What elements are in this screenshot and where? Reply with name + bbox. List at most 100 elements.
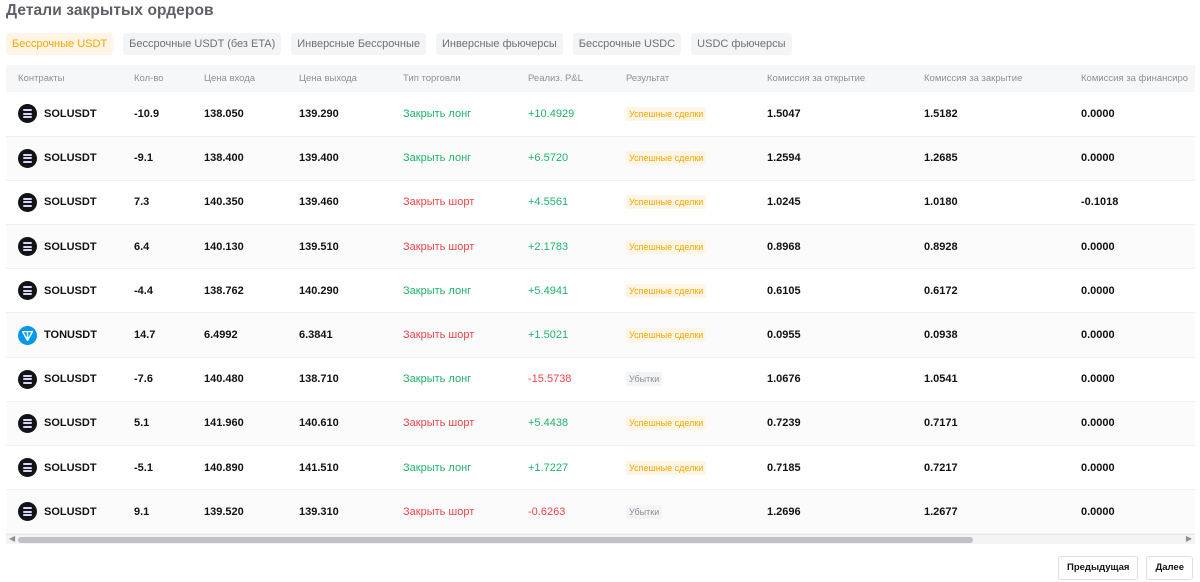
result-badge: Успешные сделки: [626, 283, 707, 298]
trade-type-label: Закрыть лонг: [403, 284, 472, 297]
trade-type-label: Закрыть лонг: [403, 152, 472, 165]
contract-cell: SOLUSDT: [6, 92, 134, 136]
table-row: SOLUSDT 9.1 139.520 139.310 Закрыть шорт -0.6…: [6, 489, 1195, 534]
entry-price-cell: 140.350: [204, 196, 244, 209]
funding-fee-cell: 0.0000: [1081, 505, 1115, 518]
qty-cell: -7.6: [134, 373, 153, 386]
qty-cell: 5.1: [134, 417, 150, 430]
entry-price-cell: 138.050: [204, 107, 244, 120]
close-fee-cell: 1.2677: [924, 505, 958, 518]
tab-usdt-perpetual[interactable]: Бессрочные USDT: [6, 33, 114, 55]
solana-coin-icon: [18, 458, 37, 478]
solana-coin-icon: [18, 192, 37, 212]
contract-symbol[interactable]: SOLUSDT: [44, 240, 97, 253]
close-fee-cell: 0.6172: [924, 284, 958, 297]
trade-type-label: Закрыть лонг: [403, 107, 472, 120]
entry-price-cell: 139.520: [204, 505, 244, 518]
exit-price-cell: 140.290: [299, 284, 339, 297]
result-badge: Успешные сделки: [626, 106, 707, 121]
closed-orders-table-container: Контракты Кол-во Цена входа Цена выхода …: [6, 65, 1195, 534]
table-row: SOLUSDT -9.1 138.400 139.400 Закрыть лонг +6.…: [6, 136, 1195, 181]
table-header-row: Контракты Кол-во Цена входа Цена выхода …: [6, 65, 1195, 92]
trade-type-label: Закрыть лонг: [403, 373, 472, 386]
realized-pnl-cell: -0.6263: [528, 505, 566, 518]
qty-cell: -5.1: [134, 461, 153, 474]
scroll-left-arrow-icon[interactable]: ◀: [9, 534, 16, 543]
exit-price-cell: 139.400: [299, 152, 339, 165]
result-badge: Успешные сделки: [626, 460, 707, 475]
scrollbar-thumb[interactable]: [18, 537, 973, 543]
contract-symbol[interactable]: SOLUSDT: [44, 107, 97, 120]
contract-symbol[interactable]: SOLUSDT: [44, 196, 97, 209]
open-fee-cell: 1.2696: [767, 505, 801, 518]
contract-symbol[interactable]: SOLUSDT: [44, 284, 97, 297]
exit-price-cell: 6.3841: [299, 329, 333, 342]
ton-coin-icon: [18, 325, 37, 345]
trade-type-label: Закрыть шорт: [403, 329, 475, 342]
contract-cell: SOLUSDT: [6, 269, 134, 313]
trade-type-cell: Закрыть шорт: [403, 180, 528, 224]
column-header-funding-fee: Комиссия за финансиро: [1081, 73, 1189, 84]
result-cell: Убытки: [626, 490, 767, 534]
trade-type-cell: Закрыть шорт: [403, 401, 528, 445]
contract-symbol[interactable]: SOLUSDT: [44, 505, 97, 518]
solana-coin-icon: [18, 148, 37, 168]
tab-usdc-futures[interactable]: USDC фьючерсы: [691, 33, 792, 55]
solana-coin-icon: [18, 369, 37, 389]
exit-price-cell: 140.610: [299, 417, 339, 430]
open-fee-cell: 0.7185: [767, 461, 801, 474]
solana-coin-icon: [18, 104, 37, 124]
tab-inverse-futures[interactable]: Инверсные фьючерсы: [436, 33, 563, 55]
contract-cell: SOLUSDT: [6, 401, 134, 445]
tab-usdt-perpetual-no-eta[interactable]: Бессрочные USDT (без ETA): [123, 33, 282, 55]
trade-type-cell: Закрыть шорт: [403, 490, 528, 534]
close-fee-cell: 1.5182: [924, 107, 958, 120]
contract-symbol[interactable]: SOLUSDT: [44, 461, 97, 474]
product-tabs: Бессрочные USDT Бессрочные USDT (без ETA…: [6, 33, 802, 55]
open-fee-cell: 1.0676: [767, 373, 801, 386]
result-badge: Успешные сделки: [626, 328, 707, 343]
result-badge: Успешные сделки: [626, 195, 707, 210]
contract-cell: SOLUSDT: [6, 136, 134, 180]
funding-fee-cell: 0.0000: [1081, 373, 1115, 386]
contract-cell: SOLUSDT: [6, 446, 134, 490]
previous-page-button[interactable]: Предыдущая: [1058, 556, 1139, 580]
contract-symbol[interactable]: SOLUSDT: [44, 373, 97, 386]
contract-symbol[interactable]: SOLUSDT: [44, 152, 97, 165]
solana-coin-icon: [18, 413, 37, 433]
open-fee-cell: 0.8968: [767, 240, 801, 253]
scroll-right-arrow-icon[interactable]: ▶: [1185, 534, 1192, 543]
open-fee-cell: 1.0245: [767, 196, 801, 209]
entry-price-cell: 6.4992: [204, 329, 238, 342]
result-cell: Успешные сделки: [626, 92, 767, 136]
horizontal-scrollbar[interactable]: ◀ ▶: [6, 534, 1195, 544]
table-row: SOLUSDT -4.4 138.762 140.290 Закрыть лонг +5.…: [6, 269, 1195, 313]
column-header-qty: Кол-во: [134, 73, 164, 84]
entry-price-cell: 141.960: [204, 417, 244, 430]
table-row: SOLUSDT 7.3 140.350 139.460 Закрыть шорт +4.5…: [6, 180, 1195, 225]
contract-symbol[interactable]: TONUSDT: [44, 329, 97, 342]
exit-price-cell: 139.290: [299, 107, 339, 120]
result-cell: Успешные сделки: [626, 313, 767, 357]
page-title: Детали закрытых ордеров: [6, 2, 214, 19]
qty-cell: 6.4: [134, 240, 150, 253]
realized-pnl-cell: +6.5720: [528, 152, 569, 165]
close-fee-cell: 0.8928: [924, 240, 958, 253]
trade-type-cell: Закрыть лонг: [403, 357, 528, 401]
trade-type-cell: Закрыть шорт: [403, 225, 528, 269]
next-page-button[interactable]: Далее: [1146, 556, 1193, 580]
column-header-open-fee: Комиссия за открытие: [767, 73, 866, 84]
realized-pnl-cell: +1.7227: [528, 461, 569, 474]
table-row: TONUSDT 14.7 6.4992 6.3841 Закрыть шорт +1.50…: [6, 312, 1195, 358]
result-badge: Успешные сделки: [626, 239, 707, 254]
realized-pnl-cell: +5.4438: [528, 417, 569, 430]
funding-fee-cell: 0.0000: [1081, 107, 1115, 120]
tab-usdc-perpetual[interactable]: Бессрочные USDC: [572, 33, 682, 55]
trade-type-label: Закрыть шорт: [403, 240, 475, 253]
contract-symbol[interactable]: SOLUSDT: [44, 417, 97, 430]
result-badge: Убытки: [626, 504, 663, 519]
entry-price-cell: 140.890: [204, 461, 244, 474]
column-header-contract: Контракты: [18, 73, 65, 84]
tab-inverse-perpetual[interactable]: Инверсные Бессрочные: [291, 33, 427, 55]
trade-type-label: Закрыть шорт: [403, 505, 475, 518]
